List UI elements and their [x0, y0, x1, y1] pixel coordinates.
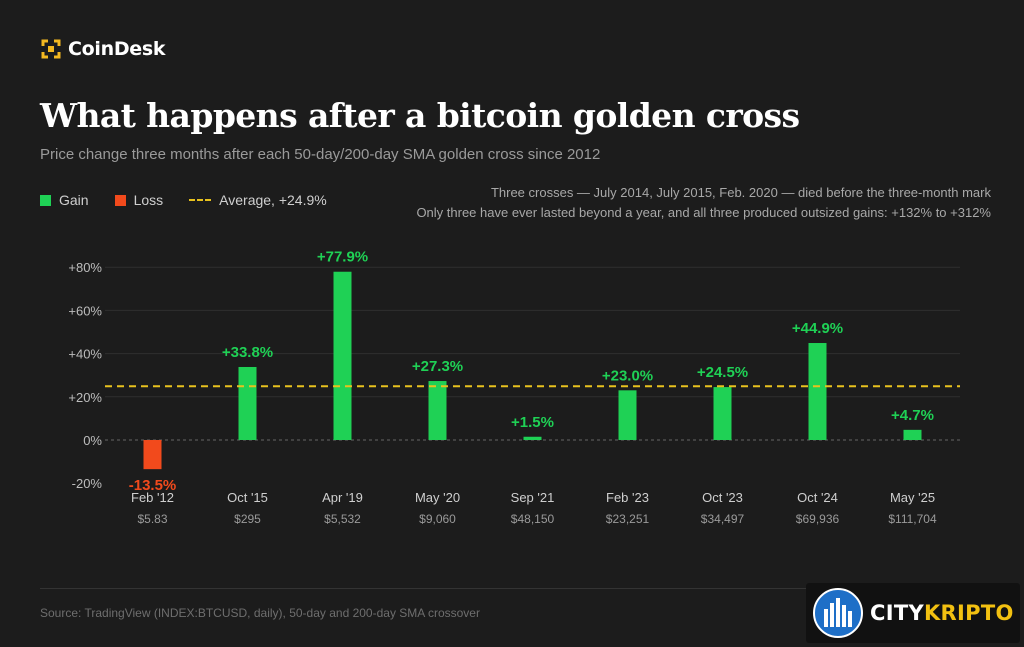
data-label: +24.5% — [697, 364, 748, 381]
legend-loss-label: Loss — [133, 192, 164, 208]
data-label: +77.9% — [317, 249, 368, 266]
data-label: +1.5% — [511, 414, 554, 431]
legend-average-label: Average, +24.9% — [219, 192, 327, 208]
legend-average: Average, +24.9% — [189, 192, 327, 208]
bar — [808, 343, 827, 440]
page-title: What happens after a bitcoin golden cros… — [40, 96, 800, 135]
citykripto-watermark: CITYKRIPTO — [806, 583, 1020, 643]
price-label: $69,936 — [796, 512, 840, 526]
bar — [428, 381, 447, 440]
watermark-text: CITYKRIPTO — [870, 601, 1014, 625]
y-tick-label: +80% — [68, 260, 102, 275]
price-label: $5.83 — [137, 512, 167, 526]
x-tick-label: May '25 — [890, 490, 935, 505]
bar-chart: -20% 0% +20% +40% +60% +80% -13.5%Feb '12 $5.83… — [68, 249, 960, 526]
bar — [713, 387, 732, 440]
price-label: $9,060 — [419, 512, 456, 526]
bar — [333, 271, 352, 440]
y-tick-label: 0% — [83, 433, 102, 448]
x-tick-label: May '20 — [415, 490, 460, 505]
bar — [238, 366, 257, 440]
x-tick-label: Sep '21 — [511, 490, 555, 505]
data-label: +27.3% — [412, 358, 463, 375]
chart-notes: Three crosses — July 2014, July 2015, Fe… — [416, 183, 991, 223]
price-label: $5,532 — [324, 512, 361, 526]
x-tick-label: Oct '15 — [227, 490, 268, 505]
legend-average-dash — [189, 199, 212, 201]
x-tick-label: Oct '24 — [797, 490, 838, 505]
x-tick-label: Oct '23 — [702, 490, 743, 505]
data-label: +33.8% — [222, 344, 273, 361]
legend-gain: Gain — [40, 192, 89, 208]
legend-loss-swatch — [114, 194, 126, 206]
legend-gain-label: Gain — [59, 192, 89, 208]
citykripto-logo-icon — [813, 588, 863, 638]
x-tick-label: Apr '19 — [322, 490, 363, 505]
bar — [143, 440, 162, 470]
price-label: $48,150 — [511, 512, 555, 526]
legend-loss: Loss — [114, 192, 164, 208]
coindesk-mark-icon — [41, 39, 61, 59]
data-label: -13.5% — [129, 477, 177, 494]
price-label: $111,704 — [888, 512, 937, 526]
chart-legend: Gain Loss Average, +24.9% — [40, 192, 353, 208]
y-tick-label: +20% — [68, 390, 102, 405]
data-label: +4.7% — [891, 407, 934, 424]
footer-divider — [40, 588, 990, 589]
x-tick-label: Feb '12 — [131, 490, 174, 505]
y-tick-label: -20% — [72, 476, 103, 491]
note-line-1: Three crosses — July 2014, July 2015, Fe… — [490, 185, 991, 200]
bar — [523, 436, 542, 440]
x-tick-label: Feb '23 — [606, 490, 649, 505]
price-label: $23,251 — [606, 512, 650, 526]
page-subtitle: Price change three months after each 50-… — [40, 146, 601, 163]
coindesk-logo: CoinDesk — [40, 38, 166, 60]
note-line-2: Only three have ever lasted beyond a yea… — [416, 205, 991, 220]
source-note: Source: TradingView (INDEX:BTCUSD, daily… — [40, 606, 480, 620]
y-tick-label: +40% — [68, 347, 102, 362]
bar — [903, 429, 922, 440]
y-tick-label: +60% — [68, 303, 102, 318]
legend-gain-swatch — [40, 194, 51, 206]
data-label: +44.9% — [792, 320, 843, 337]
price-label: $34,497 — [701, 512, 745, 526]
price-label: $295 — [234, 512, 261, 526]
brand-name: CoinDesk — [68, 38, 166, 60]
bar — [618, 390, 637, 440]
data-label: +23.0% — [602, 367, 653, 384]
